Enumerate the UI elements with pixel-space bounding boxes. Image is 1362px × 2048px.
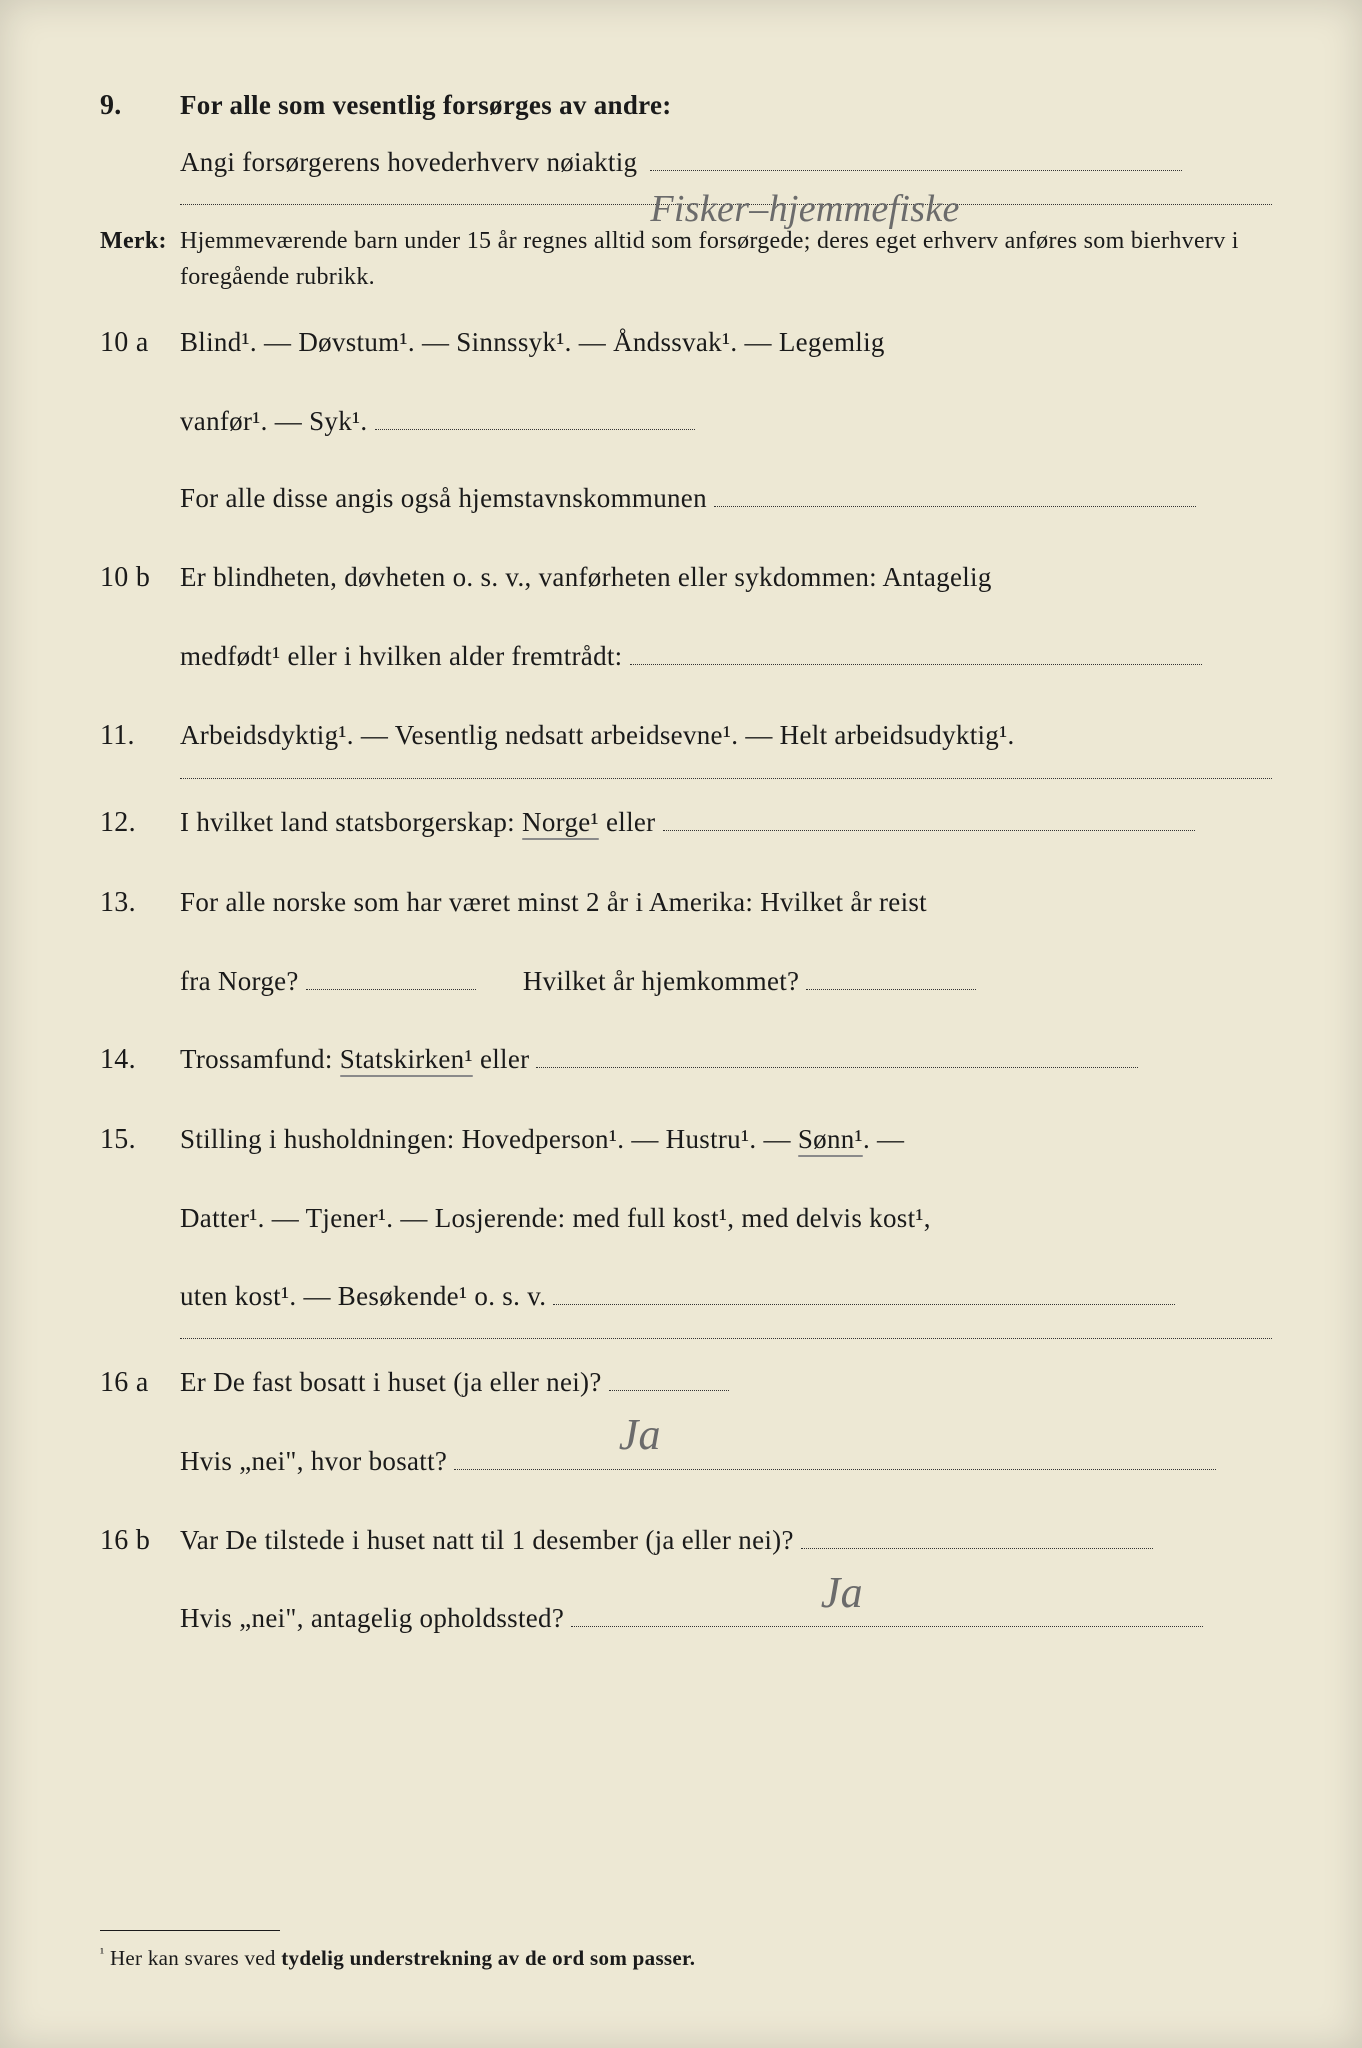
q15-line2-row: Datter¹. — Tjener¹. — Losjerende: med fu…: [100, 1194, 1272, 1244]
q16a-line1: Er De fast bosatt i huset (ja eller nei)…: [180, 1367, 602, 1397]
merk-label: Merk:: [100, 223, 180, 295]
question-14: 14. Trossamfund: Statskirken¹ eller: [100, 1034, 1272, 1086]
q14-prefix: Trossamfund:: [180, 1044, 340, 1074]
q9-content: For alle som vesentlig forsørges av andr…: [180, 81, 1272, 131]
q9-line2-row: Angi forsørgerens hovederhverv nøiaktig …: [100, 138, 1272, 188]
q10a-line2: vanfør¹. — Syk¹.: [180, 406, 367, 436]
q15-line2: Datter¹. — Tjener¹. — Losjerende: med fu…: [180, 1194, 1272, 1244]
q16a-num: 16 a: [100, 1357, 180, 1409]
q15-line3: uten kost¹. — Besøkende¹ o. s. v.: [180, 1281, 546, 1311]
footnote-bold: tydelig understrekning av de ord som pas…: [281, 1946, 695, 1970]
q10a-line2-row: vanfør¹. — Syk¹.: [100, 397, 1272, 447]
q10a-line1: Blind¹. — Døvstum¹. — Sinnssyk¹. — Åndss…: [180, 318, 1272, 368]
q14-underlined: Statskirken¹: [340, 1044, 473, 1074]
q10b-num: 10 b: [100, 552, 180, 604]
q13-line2-row: fra Norge? Hvilket år hjemkommet?: [100, 957, 1272, 1007]
q16b-line1: Var De tilstede i huset natt til 1 desem…: [180, 1525, 794, 1555]
footnote: ¹ Her kan svares ved tydelig understrekn…: [100, 1930, 1272, 1978]
q9-num: 9.: [100, 80, 180, 132]
q10a-line3: For alle disse angis også hjemstavnskomm…: [180, 483, 707, 513]
q15-underlined: Sønn¹: [798, 1124, 863, 1154]
question-11: 11. Arbeidsdyktig¹. — Vesentlig nedsatt …: [100, 710, 1272, 762]
q13-num: 13.: [100, 877, 180, 929]
q16b-handwritten: Ja: [821, 1552, 863, 1554]
q10b-line2-row: medfødt¹ eller i hvilken alder fremtrådt…: [100, 632, 1272, 682]
footnote-num: ¹: [100, 1945, 104, 1960]
q11-text: Arbeidsdyktig¹. — Vesentlig nedsatt arbe…: [180, 711, 1272, 761]
q15-line1b: . —: [863, 1124, 904, 1154]
q10b-line2: medfødt¹ eller i hvilken alder fremtrådt…: [180, 641, 622, 671]
q9-line2-prefix: Angi forsørgerens hovederhverv nøiaktig: [180, 147, 637, 177]
q16b-line2: Hvis „nei", antagelig opholdssted?: [180, 1603, 564, 1633]
divider-after-15: [180, 1338, 1272, 1339]
question-16b: 16 b Var De tilstede i huset natt til 1 …: [100, 1515, 1272, 1567]
q16a-line2: Hvis „nei", hvor bosatt?: [180, 1446, 447, 1476]
q16b-line2-row: Hvis „nei", antagelig opholdssted?: [100, 1594, 1272, 1644]
q16a-line2-row: Hvis „nei", hvor bosatt?: [100, 1437, 1272, 1487]
q15-line1a: Stilling i husholdningen: Hovedperson¹. …: [180, 1124, 798, 1154]
merk-text: Hjemmeværende barn under 15 år regnes al…: [180, 223, 1272, 295]
question-9: 9. For alle som vesentlig forsørges av a…: [100, 80, 1272, 132]
q15-num: 15.: [100, 1114, 180, 1166]
question-16a: 16 a Er De fast bosatt i huset (ja eller…: [100, 1357, 1272, 1409]
question-12: 12. I hvilket land statsborgerskap: Norg…: [100, 797, 1272, 849]
q15-line3-row: uten kost¹. — Besøkende¹ o. s. v.: [100, 1272, 1272, 1322]
q12-suffix: eller: [606, 807, 655, 837]
q9-line1: For alle som vesentlig forsørges av andr…: [180, 90, 672, 120]
question-10a: 10 a Blind¹. — Døvstum¹. — Sinnssyk¹. — …: [100, 317, 1272, 369]
q14-suffix: eller: [480, 1044, 529, 1074]
q13-line2b: Hvilket år hjemkommet?: [523, 966, 800, 996]
q12-underlined: Norge¹: [522, 807, 599, 837]
question-15: 15. Stilling i husholdningen: Hovedperso…: [100, 1114, 1272, 1166]
footnote-text: Her kan svares ved: [110, 1946, 281, 1970]
q13-line2a: fra Norge?: [180, 966, 299, 996]
q10a-line3-row: For alle disse angis også hjemstavnskomm…: [100, 474, 1272, 524]
q16b-num: 16 b: [100, 1515, 180, 1567]
q11-num: 11.: [100, 710, 180, 762]
question-13: 13. For alle norske som har været minst …: [100, 877, 1272, 929]
q14-num: 14.: [100, 1034, 180, 1086]
q12-prefix: I hvilket land statsborgerskap:: [180, 807, 522, 837]
question-10b: 10 b Er blindheten, døvheten o. s. v., v…: [100, 552, 1272, 604]
divider-after-11: [180, 778, 1272, 779]
footnote-rule: [100, 1930, 280, 1931]
census-form-page: 9. For alle som vesentlig forsørges av a…: [0, 0, 1362, 2048]
q16a-handwritten: Ja: [619, 1394, 661, 1396]
q12-num: 12.: [100, 797, 180, 849]
q10a-num: 10 a: [100, 317, 180, 369]
q13-line1: For alle norske som har været minst 2 år…: [180, 878, 1272, 928]
merk-note: Merk: Hjemmeværende barn under 15 år reg…: [100, 223, 1272, 295]
q10b-line1: Er blindheten, døvheten o. s. v., vanfør…: [180, 553, 1272, 603]
q9-line2: Angi forsørgerens hovederhverv nøiaktig …: [180, 138, 1272, 188]
